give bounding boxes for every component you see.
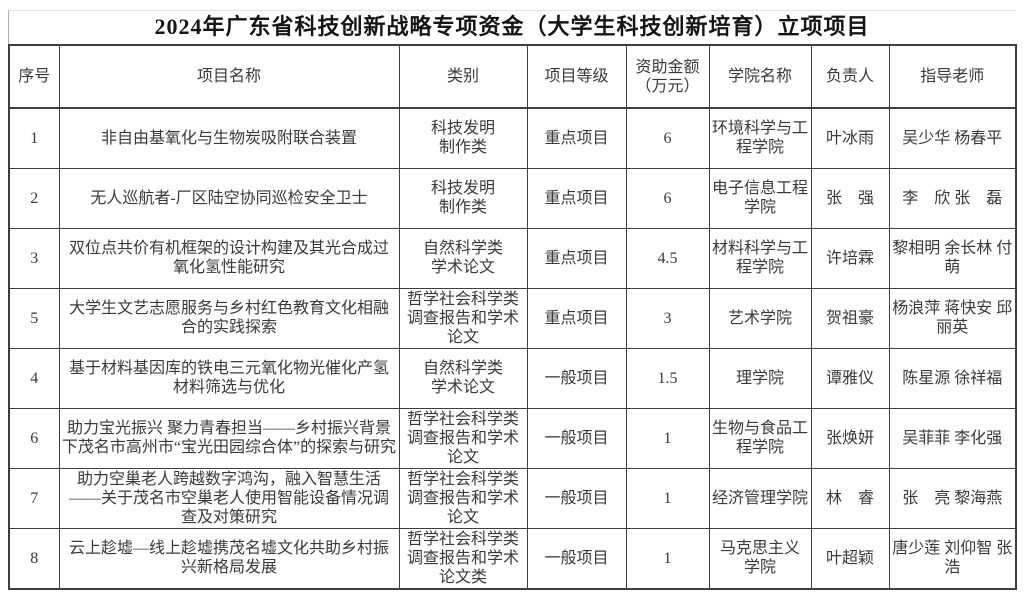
leader-cell[interactable]: 林 睿 (810, 467, 890, 529)
project-name-cell[interactable]: 基于材料基因库的铁电三元氧化物光催化产氢材料筛选与优化 (58, 347, 400, 409)
table-row: 5 大学生文艺志愿服务与乡村红色教育文化相融合的实践探索 哲学社会科学类 调查报… (8, 287, 1017, 349)
college-cell[interactable]: 经济管理学院 (708, 467, 812, 529)
category-cell[interactable]: 哲学社会科学类 调查报告和学术 论文 (398, 467, 528, 529)
level-cell[interactable]: 重点项目 (526, 227, 627, 289)
page-title[interactable]: 2024年广东省科技创新战略专项资金（大学生科技创新培育）立项项目 (8, 10, 1015, 44)
header-advisor[interactable]: 指导老师 (888, 44, 1017, 109)
leader-cell[interactable]: 贺祖豪 (810, 287, 890, 349)
category-cell[interactable]: 科技发明 制作类 (398, 167, 528, 229)
college-cell[interactable]: 理学院 (708, 347, 812, 409)
table-row: 6 助力宝光振兴 聚力青春担当——乡村振兴背景下茂名市高州市“宝光田园综合体”的… (8, 407, 1017, 469)
level-cell[interactable]: 重点项目 (526, 107, 627, 169)
category-cell[interactable]: 哲学社会科学类 调查报告和学术 论文 (398, 287, 528, 349)
seq-cell[interactable]: 4 (8, 347, 60, 409)
header-name[interactable]: 项目名称 (58, 44, 400, 109)
leader-cell[interactable]: 叶超颖 (810, 527, 890, 589)
amount-cell[interactable]: 1 (625, 407, 710, 469)
spreadsheet-region: 2024年广东省科技创新战略专项资金（大学生科技创新培育）立项项目 序号 项目名… (8, 10, 1017, 590)
seq-cell[interactable]: 8 (8, 527, 60, 589)
category-cell[interactable]: 科技发明 制作类 (398, 107, 528, 169)
table-row: 3 双位点共价有机框架的设计构建及其光合成过氧化氢性能研究 自然科学类 学术论文… (8, 227, 1017, 289)
project-name-cell[interactable]: 助力宝光振兴 聚力青春担当——乡村振兴背景下茂名市高州市“宝光田园综合体”的探索… (58, 407, 400, 469)
level-cell[interactable]: 一般项目 (526, 407, 627, 469)
header-row: 序号 项目名称 类别 项目等级 资助金额 （万元） 学院名称 负责人 指导老师 (8, 44, 1017, 109)
project-name-cell[interactable]: 云上趁墟—线上趁墟携茂名墟文化共助乡村振兴新格局发展 (58, 527, 400, 589)
level-cell[interactable]: 重点项目 (526, 167, 627, 229)
project-name-cell[interactable]: 大学生文艺志愿服务与乡村红色教育文化相融合的实践探索 (58, 287, 400, 349)
advisor-cell[interactable]: 李 欣 张 磊 (888, 167, 1017, 229)
level-cell[interactable]: 一般项目 (526, 527, 627, 589)
seq-cell[interactable]: 6 (8, 407, 60, 469)
header-amount[interactable]: 资助金额 （万元） (625, 44, 710, 109)
college-cell[interactable]: 马克思主义 学院 (708, 527, 812, 589)
category-cell[interactable]: 哲学社会科学类 调查报告和学术 论文 (398, 407, 528, 469)
amount-cell[interactable]: 1 (625, 527, 710, 589)
project-name-cell[interactable]: 双位点共价有机框架的设计构建及其光合成过氧化氢性能研究 (58, 227, 400, 289)
seq-cell[interactable]: 5 (8, 287, 60, 349)
college-cell[interactable]: 环境科学与工 程学院 (708, 107, 812, 169)
amount-cell[interactable]: 3 (625, 287, 710, 349)
college-cell[interactable]: 材料科学与工 程学院 (708, 227, 812, 289)
table-row: 2 无人巡航者-厂区陆空协同巡检安全卫士 科技发明 制作类 重点项目 6 电子信… (8, 167, 1017, 229)
amount-cell[interactable]: 6 (625, 107, 710, 169)
project-name-cell[interactable]: 无人巡航者-厂区陆空协同巡检安全卫士 (58, 167, 400, 229)
header-leader[interactable]: 负责人 (810, 44, 890, 109)
leader-cell[interactable]: 许培霖 (810, 227, 890, 289)
amount-cell[interactable]: 6 (625, 167, 710, 229)
seq-cell[interactable]: 7 (8, 467, 60, 529)
seq-cell[interactable]: 3 (8, 227, 60, 289)
advisor-cell[interactable]: 黎相明 余长林 付 萌 (888, 227, 1017, 289)
leader-cell[interactable]: 谭雅仪 (810, 347, 890, 409)
header-level[interactable]: 项目等级 (526, 44, 627, 109)
college-cell[interactable]: 电子信息工程 学院 (708, 167, 812, 229)
header-college[interactable]: 学院名称 (708, 44, 812, 109)
category-cell[interactable]: 自然科学类 学术论文 (398, 347, 528, 409)
leader-cell[interactable]: 张焕妍 (810, 407, 890, 469)
header-seq[interactable]: 序号 (8, 44, 60, 109)
project-name-cell[interactable]: 非自由基氧化与生物炭吸附联合装置 (58, 107, 400, 169)
header-category[interactable]: 类别 (398, 44, 528, 109)
amount-cell[interactable]: 4.5 (625, 227, 710, 289)
amount-cell[interactable]: 1.5 (625, 347, 710, 409)
table-row: 1 非自由基氧化与生物炭吸附联合装置 科技发明 制作类 重点项目 6 环境科学与… (8, 107, 1017, 169)
category-cell[interactable]: 哲学社会科学类 调查报告和学术 论文类 (398, 527, 528, 589)
table-row: 8 云上趁墟—线上趁墟携茂名墟文化共助乡村振兴新格局发展 哲学社会科学类 调查报… (8, 527, 1017, 589)
college-cell[interactable]: 艺术学院 (708, 287, 812, 349)
level-cell[interactable]: 一般项目 (526, 347, 627, 409)
category-cell[interactable]: 自然科学类 学术论文 (398, 227, 528, 289)
advisor-cell[interactable]: 吴少华 杨春平 (888, 107, 1017, 169)
projects-table: 序号 项目名称 类别 项目等级 资助金额 （万元） 学院名称 负责人 指导老师 … (8, 44, 1017, 590)
advisor-cell[interactable]: 唐少莲 刘仰智 张浩 (888, 527, 1017, 589)
advisor-cell[interactable]: 杨浪萍 蒋快安 邱丽英 (888, 287, 1017, 349)
leader-cell[interactable]: 张 强 (810, 167, 890, 229)
seq-cell[interactable]: 2 (8, 167, 60, 229)
level-cell[interactable]: 重点项目 (526, 287, 627, 349)
level-cell[interactable]: 一般项目 (526, 467, 627, 529)
table-row: 4 基于材料基因库的铁电三元氧化物光催化产氢材料筛选与优化 自然科学类 学术论文… (8, 347, 1017, 409)
table-body: 1 非自由基氧化与生物炭吸附联合装置 科技发明 制作类 重点项目 6 环境科学与… (8, 107, 1017, 589)
college-cell[interactable]: 生物与食品工 程学院 (708, 407, 812, 469)
advisor-cell[interactable]: 陈星源 徐祥福 (888, 347, 1017, 409)
advisor-cell[interactable]: 吴菲菲 李化强 (888, 407, 1017, 469)
amount-cell[interactable]: 1 (625, 467, 710, 529)
advisor-cell[interactable]: 张 亮 黎海燕 (888, 467, 1017, 529)
table-row: 7 助力空巢老人跨越数字鸿沟，融入智慧生活——关于茂名市空巢老人使用智能设备情况… (8, 467, 1017, 529)
seq-cell[interactable]: 1 (8, 107, 60, 169)
leader-cell[interactable]: 叶冰雨 (810, 107, 890, 169)
project-name-cell[interactable]: 助力空巢老人跨越数字鸿沟，融入智慧生活——关于茂名市空巢老人使用智能设备情况调查… (58, 467, 400, 529)
